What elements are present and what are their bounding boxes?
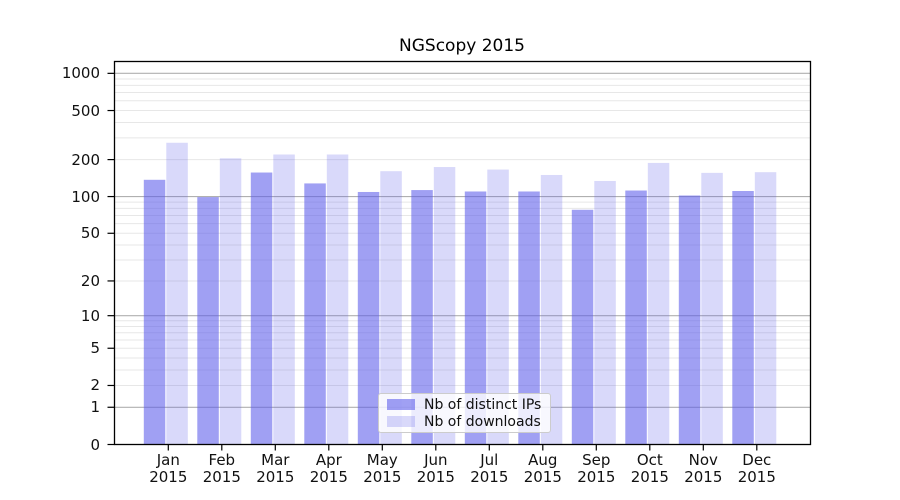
bar-distinct-ips-mar xyxy=(250,172,273,445)
x-tick-label-feb: Feb 2015 xyxy=(202,451,241,486)
bar-distinct-ips-may xyxy=(357,191,380,445)
bar-distinct-ips-jun xyxy=(411,190,433,445)
bar-distinct-ips-oct xyxy=(625,190,647,445)
bar-downloads-oct xyxy=(647,162,670,445)
legend-row-distinct-ips: Nb of distinct IPs xyxy=(387,396,542,413)
y-tick-label-2: 2 xyxy=(90,376,100,395)
bar-downloads-sep xyxy=(594,180,616,445)
bar-downloads-dec xyxy=(754,172,777,445)
y-tick-label-1000: 1000 xyxy=(61,64,100,83)
x-tick-label-aug: Aug 2015 xyxy=(523,451,562,486)
bar-distinct-ips-aug xyxy=(518,191,540,445)
bar-downloads-may xyxy=(380,171,402,445)
y-tick-label-1: 1 xyxy=(90,398,100,417)
legend-swatch-distinct-ips xyxy=(387,399,415,410)
bar-distinct-ips-nov xyxy=(678,195,701,445)
x-tick-label-may: May 2015 xyxy=(363,451,402,486)
x-tick-label-jun: Jun 2015 xyxy=(416,451,455,486)
bar-downloads-jan xyxy=(166,142,188,445)
bar-downloads-mar xyxy=(273,154,295,445)
x-tick-label-jul: Jul 2015 xyxy=(470,451,509,486)
legend-label-distinct-ips: Nb of distinct IPs xyxy=(424,396,542,413)
x-tick-label-apr: Apr 2015 xyxy=(309,451,348,486)
bar-downloads-jul xyxy=(487,169,509,445)
bar-distinct-ips-feb xyxy=(197,197,219,445)
y-tick-label-100: 100 xyxy=(71,187,100,206)
y-tick-label-20: 20 xyxy=(80,271,100,290)
x-tick-label-mar: Mar 2015 xyxy=(256,451,295,486)
bar-downloads-apr xyxy=(326,154,349,445)
x-tick-label-oct: Oct 2015 xyxy=(630,451,669,486)
x-tick-label-jan: Jan 2015 xyxy=(149,451,188,486)
bar-downloads-aug xyxy=(540,174,563,445)
y-tick-label-0: 0 xyxy=(90,435,100,454)
y-tick-label-5: 5 xyxy=(90,339,100,358)
bar-downloads-feb xyxy=(219,158,242,445)
plot-frame xyxy=(113,60,812,446)
legend-box: Nb of distinct IPs Nb of downloads xyxy=(378,393,552,433)
bar-distinct-ips-dec xyxy=(732,191,754,445)
y-tick-label-10: 10 xyxy=(80,306,100,325)
x-tick-label-dec: Dec 2015 xyxy=(737,451,776,486)
legend-label-downloads: Nb of downloads xyxy=(424,413,541,430)
x-tick-label-sep: Sep 2015 xyxy=(577,451,616,486)
bar-downloads-jun xyxy=(433,167,456,445)
chart-title: NGScopy 2015 xyxy=(399,36,525,56)
legend-row-downloads: Nb of downloads xyxy=(387,413,541,430)
y-tick-label-50: 50 xyxy=(80,224,100,243)
bar-distinct-ips-apr xyxy=(304,183,326,445)
bar-distinct-ips-jul xyxy=(464,191,487,445)
y-tick-label-500: 500 xyxy=(71,101,100,120)
bar-distinct-ips-jan xyxy=(143,179,166,445)
bar-downloads-nov xyxy=(701,172,723,445)
x-tick-label-nov: Nov 2015 xyxy=(684,451,723,486)
legend-swatch-downloads xyxy=(387,416,415,427)
y-tick-label-200: 200 xyxy=(71,150,100,169)
bar-distinct-ips-sep xyxy=(571,209,594,445)
